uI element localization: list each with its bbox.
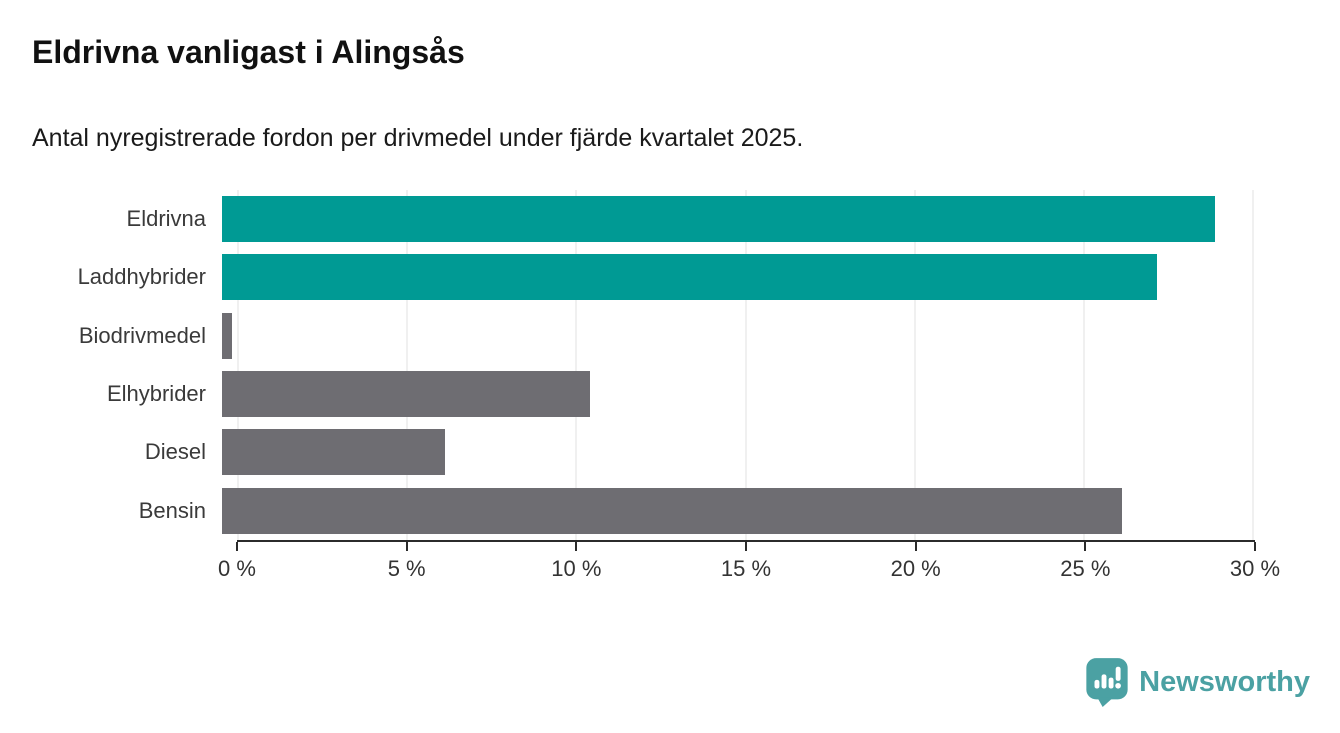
x-axis: 0 % 5 % 10 % 15 % 20 % 25 % 30 % [218,540,1280,592]
x-tick [575,542,578,551]
bar-chart: Eldrivna Laddhybrider Biodrivmedel Elhyb… [0,190,1340,581]
chart-title: Eldrivna vanligast i Alingsås [32,34,465,70]
x-tick [1084,542,1087,551]
gridlines [237,190,1254,540]
x-tick-label: 25 % [1060,556,1111,581]
newsworthy-logo: Newsworthy [1085,657,1310,707]
bar [222,312,233,359]
category-label: Eldrivna [126,206,206,232]
x-tick-label: 15 % [720,556,772,581]
bar-track [222,312,1253,359]
x-tick-label: 10 % [551,556,602,581]
category-label: Laddhybrider [77,264,206,290]
x-tick-label: 20 % [890,556,941,581]
newsworthy-logo-icon [1086,658,1128,707]
newsworthy-logo-text: Newsworthy [1139,665,1310,698]
gridline [575,190,577,540]
bar-row: Elhybrider [0,365,1253,423]
bar [222,487,1123,534]
chart-subtitle: Antal nyregistrerade fordon per drivmede… [32,124,804,152]
x-tick [914,542,917,551]
bar-track [222,254,1253,301]
bar-track [222,487,1253,534]
gridline [406,190,408,540]
x-tick-label: 30 % [1229,556,1281,581]
gridline [1083,190,1085,540]
gridline [237,190,239,540]
bar-track [222,371,1253,418]
category-label: Diesel [144,439,206,465]
x-tick [745,542,747,551]
bar-row: Eldrivna [0,190,1253,248]
bar [222,429,446,476]
bar-row: Biodrivmedel [0,307,1253,365]
gridline [745,190,746,540]
category-label: Bensin [138,497,206,523]
bar-row: Bensin [0,482,1253,540]
x-tick [236,542,238,551]
bar-track [222,196,1253,243]
category-label: Elhybrider [106,381,206,407]
gridline [914,190,916,540]
x-tick [405,542,408,551]
category-label: Biodrivmedel [78,322,206,348]
gridline [1252,190,1254,540]
bar-track [222,429,1253,476]
x-tick-label: 5 % [387,556,426,581]
bar-row: Diesel [0,423,1253,481]
bar-row: Laddhybrider [0,248,1253,306]
x-tick-label: 0 % [218,556,256,581]
x-tick [1254,542,1256,551]
bar [222,371,590,418]
bar [222,196,1216,243]
bar [222,254,1157,301]
bar-rows: Eldrivna Laddhybrider Biodrivmedel Elhyb… [0,190,1253,540]
